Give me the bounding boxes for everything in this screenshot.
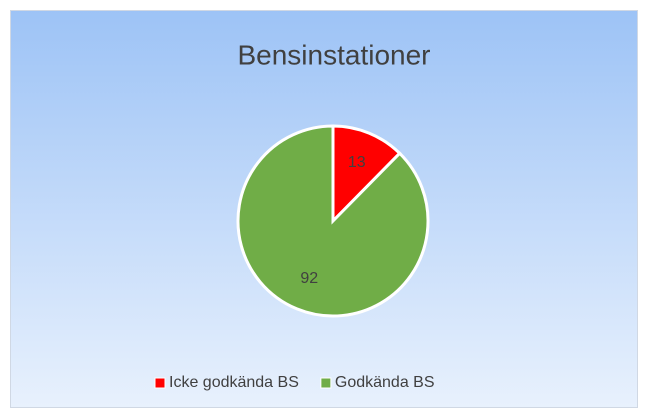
pie-slice (236, 124, 430, 318)
data-label: 13 (348, 154, 366, 171)
chart-title: Bensinstationer (237, 39, 430, 70)
legend-label: Godkända BS (335, 374, 435, 391)
legend-swatch (154, 377, 166, 389)
legend-swatch (320, 377, 332, 389)
legend-label: Icke godkända BS (169, 374, 299, 391)
pie-slice (331, 124, 402, 225)
data-label: 92 (300, 270, 318, 287)
